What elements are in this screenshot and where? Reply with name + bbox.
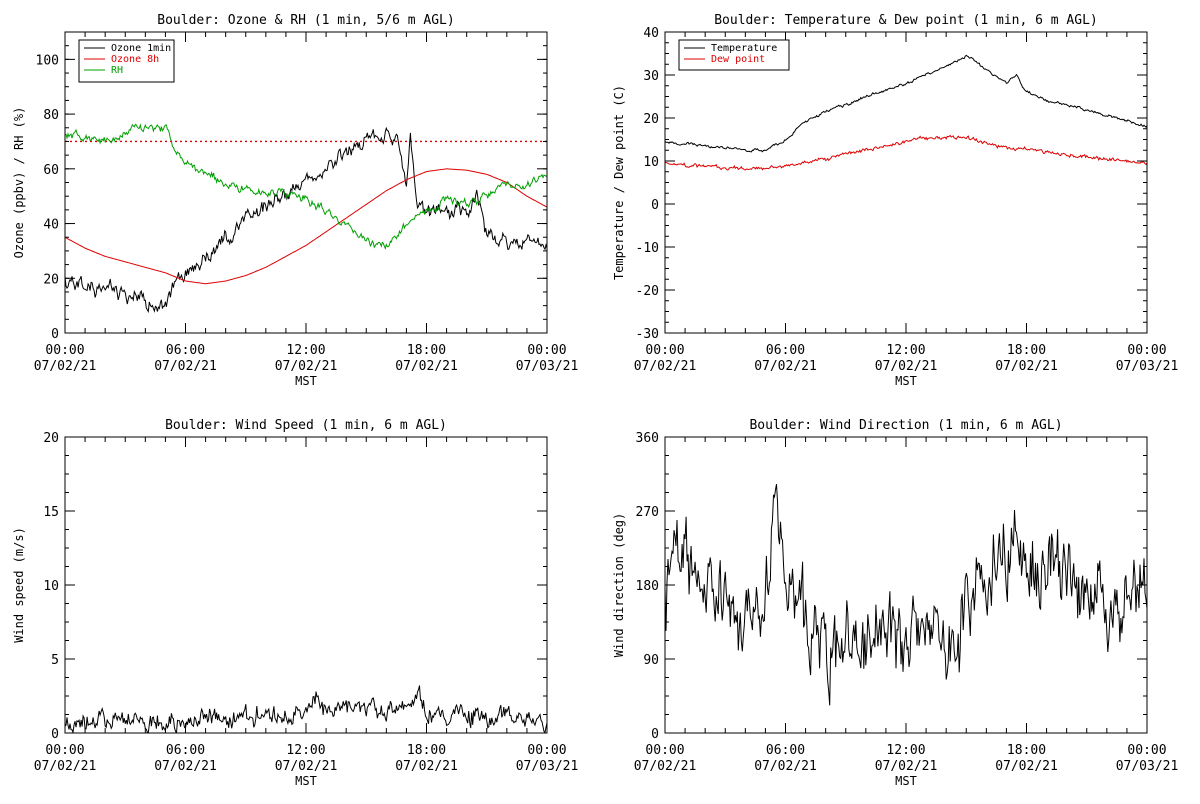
legend-entry: Ozone 1min xyxy=(111,43,171,54)
x-axis-label: MST xyxy=(895,774,917,788)
x-tick-time: 00:00 xyxy=(527,743,566,758)
x-tick-time: 00:00 xyxy=(45,743,84,758)
x-tick-date: 07/02/21 xyxy=(634,359,697,374)
y-tick-label: 0 xyxy=(651,727,659,742)
x-tick-time: 18:00 xyxy=(407,343,446,358)
x-tick-date: 07/02/21 xyxy=(995,759,1058,774)
x-tick-time: 06:00 xyxy=(166,343,205,358)
series-line-0 xyxy=(65,126,547,314)
x-axis-label: MST xyxy=(895,374,917,388)
y-tick-label: 180 xyxy=(636,579,659,594)
y-tick-label: 100 xyxy=(36,53,59,68)
x-tick-date: 07/02/21 xyxy=(275,359,338,374)
y-tick-label: 5 xyxy=(51,653,59,668)
y-tick-label: 30 xyxy=(643,69,659,84)
plot-frame xyxy=(664,31,1148,334)
y-tick-label: 0 xyxy=(51,327,59,342)
x-tick-time: 18:00 xyxy=(407,743,446,758)
y-tick-label: 270 xyxy=(636,505,659,520)
chart-title: Boulder: Wind Direction (1 min, 6 m AGL) xyxy=(749,418,1062,433)
legend-entry: RH xyxy=(111,65,123,76)
x-tick-time: 00:00 xyxy=(45,343,84,358)
y-tick-label: 20 xyxy=(43,272,59,287)
x-tick-time: 12:00 xyxy=(886,343,925,358)
x-tick-date: 07/02/21 xyxy=(995,359,1058,374)
chart-title: Boulder: Temperature & Dew point (1 min,… xyxy=(714,13,1098,28)
chart-title: Boulder: Wind Speed (1 min, 6 m AGL) xyxy=(165,418,447,433)
x-tick-time: 00:00 xyxy=(527,343,566,358)
x-tick-date: 07/02/21 xyxy=(395,359,458,374)
x-tick-date: 07/02/21 xyxy=(154,759,217,774)
x-tick-time: 06:00 xyxy=(766,743,805,758)
x-tick-date: 07/03/21 xyxy=(1116,759,1179,774)
plot-frame xyxy=(64,436,548,734)
chart-ozone_rh: Boulder: Ozone & RH (1 min, 5/6 m AGL) 0 2… xyxy=(12,13,578,388)
y-axis-label: Temperature / Dew point (C) xyxy=(612,85,626,280)
x-tick-date: 07/02/21 xyxy=(875,759,938,774)
legend-entry: Ozone 8h xyxy=(111,54,159,65)
y-tick-label: 80 xyxy=(43,108,59,123)
y-tick-label: 60 xyxy=(43,163,59,178)
x-tick-date: 07/03/21 xyxy=(516,759,579,774)
y-tick-label: -20 xyxy=(636,284,659,299)
x-tick-date: 07/02/21 xyxy=(34,359,97,374)
x-tick-time: 00:00 xyxy=(1127,343,1166,358)
x-tick-time: 00:00 xyxy=(645,743,684,758)
y-axis-label: Ozone (ppbv) / RH (%) xyxy=(12,107,26,259)
y-tick-label: 90 xyxy=(643,653,659,668)
x-tick-date: 07/03/21 xyxy=(1116,359,1179,374)
x-tick-date: 07/02/21 xyxy=(154,359,217,374)
x-tick-time: 00:00 xyxy=(645,343,684,358)
x-tick-date: 07/02/21 xyxy=(875,359,938,374)
series-line-0 xyxy=(665,484,1147,706)
y-axis-label: Wind direction (deg) xyxy=(612,513,626,658)
y-tick-label: 40 xyxy=(643,26,659,41)
y-axis-label: Wind speed (m/s) xyxy=(12,527,26,643)
legend-entry: Temperature xyxy=(711,43,777,54)
y-tick-label: -10 xyxy=(636,241,659,256)
x-tick-time: 12:00 xyxy=(286,343,325,358)
legend-entry: Dew point xyxy=(711,54,765,65)
y-tick-label: 10 xyxy=(43,579,59,594)
chart-title: Boulder: Ozone & RH (1 min, 5/6 m AGL) xyxy=(157,13,454,28)
y-tick-label: 10 xyxy=(643,155,659,170)
x-tick-date: 07/02/21 xyxy=(754,759,817,774)
chart-wind_dir: Boulder: Wind Direction (1 min, 6 m AGL)… xyxy=(612,418,1178,788)
series-line-2 xyxy=(65,123,547,250)
x-tick-date: 07/02/21 xyxy=(634,759,697,774)
legend-box xyxy=(678,39,790,71)
x-tick-date: 07/02/21 xyxy=(34,759,97,774)
chart-wind_speed: Boulder: Wind Speed (1 min, 6 m AGL) 0 5 10… xyxy=(12,418,578,788)
y-tick-label: -30 xyxy=(636,327,659,342)
x-tick-time: 12:00 xyxy=(286,743,325,758)
series-line-1 xyxy=(665,134,1147,171)
x-tick-date: 07/02/21 xyxy=(754,359,817,374)
series-line-1 xyxy=(65,168,547,285)
x-tick-date: 07/02/21 xyxy=(395,759,458,774)
legend-box xyxy=(78,39,175,83)
y-tick-label: 20 xyxy=(43,431,59,446)
x-tick-time: 06:00 xyxy=(166,743,205,758)
y-tick-label: 0 xyxy=(51,727,59,742)
x-tick-date: 07/03/21 xyxy=(516,359,579,374)
y-tick-label: 0 xyxy=(651,198,659,213)
y-tick-label: 360 xyxy=(636,431,659,446)
y-tick-label: 15 xyxy=(43,505,59,520)
x-axis-label: MST xyxy=(295,774,317,788)
x-tick-time: 12:00 xyxy=(886,743,925,758)
x-tick-time: 18:00 xyxy=(1007,343,1046,358)
x-tick-date: 07/02/21 xyxy=(275,759,338,774)
x-tick-time: 18:00 xyxy=(1007,743,1046,758)
x-axis-label: MST xyxy=(295,374,317,388)
series-line-0 xyxy=(665,54,1147,153)
y-tick-label: 40 xyxy=(43,218,59,233)
chart-temp_dew: Boulder: Temperature & Dew point (1 min,… xyxy=(612,13,1178,388)
y-tick-label: 20 xyxy=(643,112,659,127)
x-tick-time: 06:00 xyxy=(766,343,805,358)
x-tick-time: 00:00 xyxy=(1127,743,1166,758)
